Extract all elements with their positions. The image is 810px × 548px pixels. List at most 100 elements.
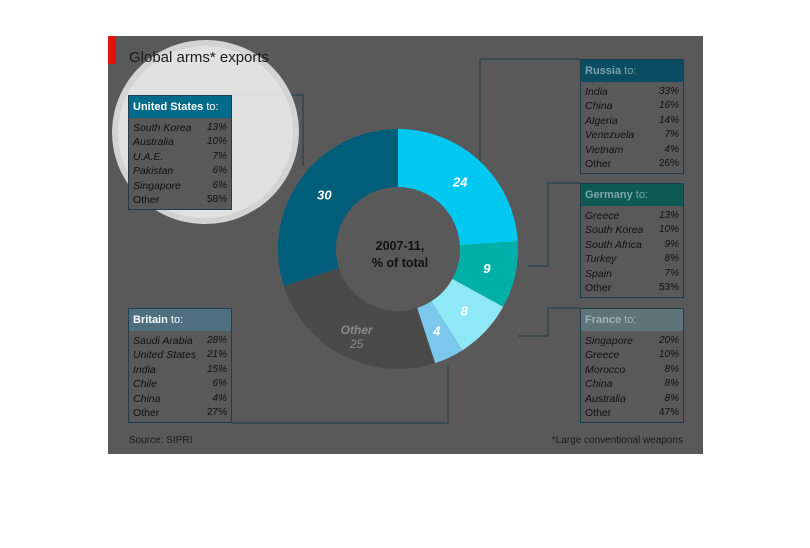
box-row-country: South Africa xyxy=(585,238,642,251)
box-header: United States to: xyxy=(129,96,231,118)
box-row: Greece 10% xyxy=(581,348,683,362)
box-country-name: United States xyxy=(133,101,204,113)
slice-value-other: 25 xyxy=(349,337,364,351)
box-row: Pakistan 6% xyxy=(129,164,231,178)
box-to-label: to: xyxy=(632,189,648,201)
box-row: South Africa 9% xyxy=(581,238,683,252)
center-label-line-2: % of total xyxy=(371,256,429,270)
box-row: Greece 13% xyxy=(581,209,683,223)
box-row-share: 7% xyxy=(664,129,679,141)
box-row-country: Chile xyxy=(133,378,157,391)
slice-britain xyxy=(417,301,463,364)
chart-title: Global arms* exports xyxy=(129,49,270,66)
box-row: Spain 7% xyxy=(581,267,683,281)
box-row-country: Vietnam xyxy=(585,143,624,156)
box-row-country: South Korea xyxy=(133,122,192,134)
slice-label-united-states: 30 xyxy=(317,188,332,203)
connector-lines xyxy=(232,58,580,424)
box-row-share: 10% xyxy=(658,224,679,236)
box-row: India 15% xyxy=(129,363,231,377)
box-country-name: Germany xyxy=(585,189,633,201)
box-row: Algeria 14% xyxy=(581,114,683,128)
donut-center-label: 2007-11, % of total xyxy=(348,238,452,272)
box-row-share: 14% xyxy=(658,114,679,126)
box-row-share: 7% xyxy=(664,267,679,279)
box-header: Russia to: xyxy=(581,60,683,82)
box-row-share: 8% xyxy=(664,363,679,375)
box-row-country: Morocco xyxy=(585,363,626,376)
box-row-share: 53% xyxy=(658,281,679,293)
box-row-country: Algeria xyxy=(585,114,618,127)
box-row-country: Greece xyxy=(585,210,620,222)
box-to-label: to: xyxy=(621,314,637,326)
box-row-country: China xyxy=(133,392,161,405)
box-row-share: 6% xyxy=(212,165,227,177)
connector-line xyxy=(479,58,580,166)
box-header: Britain to: xyxy=(129,309,231,331)
box-row-country: Other xyxy=(585,406,612,419)
box-row-country: Singapore xyxy=(133,179,181,192)
box-row: United States 21% xyxy=(129,348,231,362)
donut-slices xyxy=(278,129,518,369)
box-france: France to: Singapore 20% Greece 10% Morocco 8%… xyxy=(580,308,684,424)
box-united-states: United States to: South Korea 13% Australia… xyxy=(128,95,232,211)
box-row-country: China xyxy=(585,100,613,113)
box-row-share: 27% xyxy=(206,406,227,418)
box-header: France to: xyxy=(581,309,683,331)
box-row-country: South Korea xyxy=(585,224,644,237)
box-row-share: 10% xyxy=(206,136,227,148)
box-row-country: Spain xyxy=(585,267,612,280)
box-country-name: France xyxy=(585,314,622,326)
box-britain: Britain to: Saudi Arabia 28% United States 2… xyxy=(128,308,232,424)
box-row-share: 13% xyxy=(658,210,679,221)
box-row: Chile 6% xyxy=(129,377,231,391)
box-row-country: United States xyxy=(133,349,197,362)
box-row: Other 26% xyxy=(581,157,683,171)
box-row: India 33% xyxy=(581,85,683,99)
box-row: Australia 8% xyxy=(581,392,683,406)
box-row-share: 8% xyxy=(664,378,679,390)
box-row-country: Other xyxy=(133,193,160,206)
box-row-country: Other xyxy=(585,157,612,170)
connector-line xyxy=(518,307,580,337)
box-row-country: Other xyxy=(133,406,160,419)
box-row-country: India xyxy=(133,363,156,376)
box-to-label: to: xyxy=(167,314,184,326)
box-row-country: Saudi Arabia xyxy=(133,335,193,347)
box-row: Singapore 6% xyxy=(129,179,231,193)
box-row: Australia 10% xyxy=(129,135,231,149)
box-to-label: to: xyxy=(203,101,219,113)
source-note: Source: SIPRI xyxy=(129,435,193,446)
box-header: Germany to: xyxy=(581,184,683,206)
box-row: U.A.E. 7% xyxy=(129,150,231,164)
box-row-country: U.A.E. xyxy=(133,150,164,163)
slice-label-britain: 4 xyxy=(432,323,441,338)
box-row: Saudi Arabia 28% xyxy=(129,334,231,348)
box-row: Venezuela 7% xyxy=(581,128,683,142)
box-row: Singapore 20% xyxy=(581,334,683,348)
box-row: Turkey 8% xyxy=(581,252,683,266)
slice-label-russia: 24 xyxy=(452,175,468,190)
box-row-share: 58% xyxy=(206,193,227,205)
box-row-share: 26% xyxy=(658,157,679,169)
box-row-share: 8% xyxy=(664,392,679,404)
slice-germany xyxy=(452,241,518,307)
box-row: Other 53% xyxy=(581,281,683,295)
box-row-country: Turkey xyxy=(585,253,617,266)
connector-line xyxy=(232,366,449,424)
box-row-share: 7% xyxy=(212,150,227,162)
box-row-country: Australia xyxy=(585,392,626,405)
box-row-share: 20% xyxy=(658,335,679,346)
box-row-country: India xyxy=(585,86,608,98)
box-row-country: Greece xyxy=(585,349,620,362)
box-row: Morocco 8% xyxy=(581,363,683,377)
box-row-share: 33% xyxy=(658,86,679,97)
box-row-share: 8% xyxy=(664,253,679,265)
box-row-share: 13% xyxy=(206,122,227,133)
box-to-label: to: xyxy=(621,65,637,77)
box-row-share: 6% xyxy=(212,179,227,191)
box-row-share: 4% xyxy=(212,392,227,404)
box-row-share: 21% xyxy=(206,349,227,361)
